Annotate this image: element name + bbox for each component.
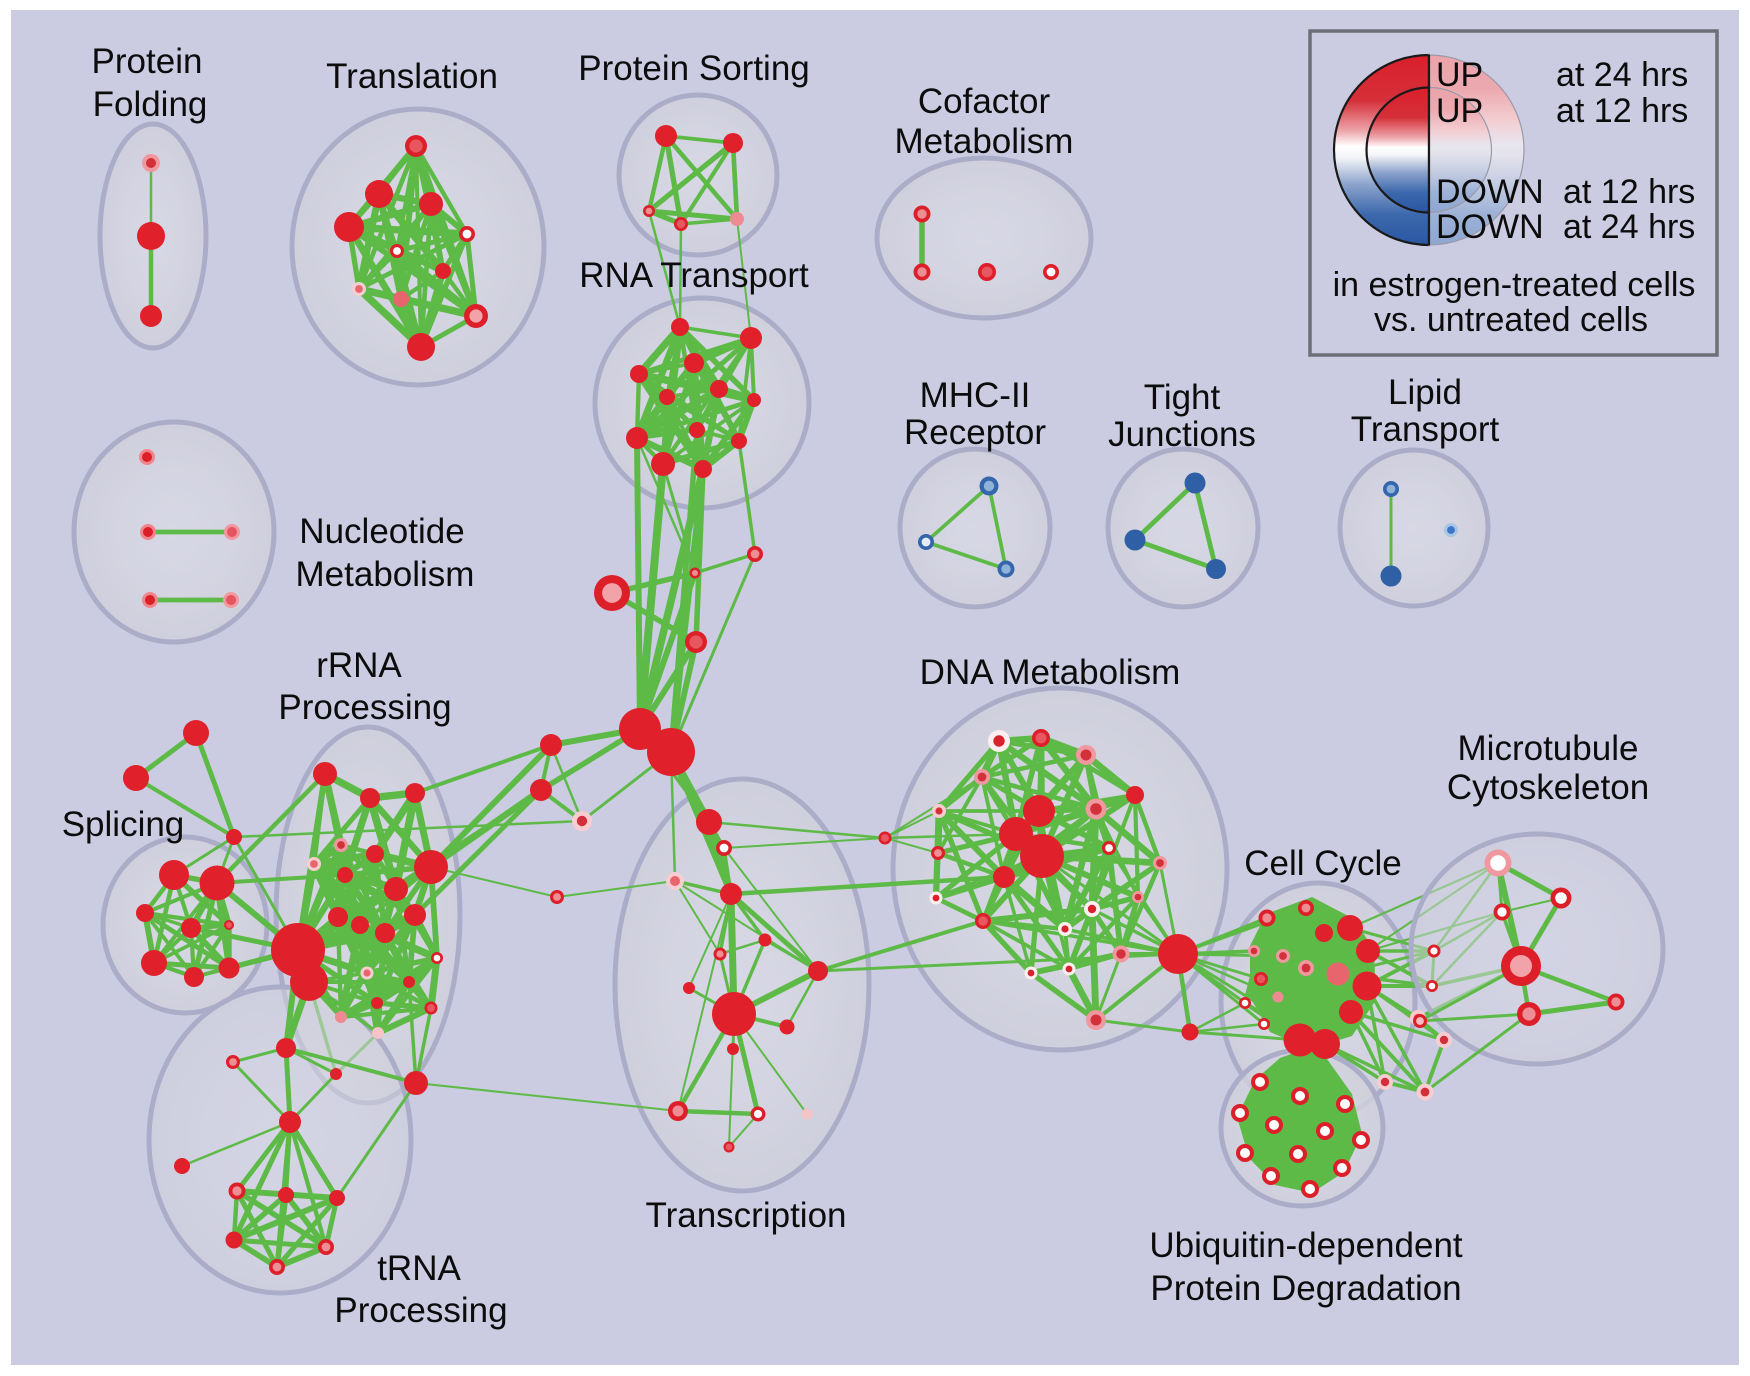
svg-text:DOWN: DOWN (1436, 208, 1544, 246)
svg-text:Receptor: Receptor (904, 413, 1046, 452)
svg-text:rRNA: rRNA (316, 646, 402, 685)
svg-text:at 24 hrs: at 24 hrs (1563, 208, 1695, 246)
svg-text:Nucleotide: Nucleotide (299, 512, 464, 551)
svg-text:Processing: Processing (334, 1291, 507, 1330)
svg-text:UP: UP (1436, 56, 1483, 94)
svg-text:DNA Metabolism: DNA Metabolism (920, 653, 1181, 692)
svg-text:Junctions: Junctions (1108, 415, 1256, 454)
svg-text:in estrogen-treated cells: in estrogen-treated cells (1333, 266, 1696, 304)
svg-text:Protein: Protein (92, 42, 203, 81)
svg-text:Microtubule: Microtubule (1458, 729, 1639, 768)
svg-text:Metabolism: Metabolism (296, 555, 475, 594)
svg-text:Protein Sorting: Protein Sorting (578, 49, 810, 88)
svg-text:Cell Cycle: Cell Cycle (1244, 844, 1402, 883)
svg-text:MHC-II: MHC-II (920, 376, 1031, 415)
svg-text:Transport: Transport (1351, 410, 1500, 449)
svg-text:Folding: Folding (93, 85, 208, 124)
svg-text:Ubiquitin-dependent: Ubiquitin-dependent (1149, 1226, 1463, 1265)
svg-text:Protein Degradation: Protein Degradation (1150, 1269, 1461, 1308)
svg-text:Translation: Translation (326, 57, 498, 96)
svg-text:Tight: Tight (1144, 378, 1221, 417)
svg-text:Processing: Processing (278, 688, 451, 727)
svg-text:RNA Transport: RNA Transport (579, 256, 809, 295)
svg-text:Metabolism: Metabolism (895, 122, 1074, 161)
svg-text:Splicing: Splicing (62, 805, 185, 844)
svg-text:Cytoskeleton: Cytoskeleton (1447, 768, 1649, 807)
svg-text:Transcription: Transcription (646, 1196, 847, 1235)
svg-text:UP: UP (1436, 92, 1483, 130)
svg-text:at 12 hrs: at 12 hrs (1556, 92, 1688, 130)
svg-text:Lipid: Lipid (1388, 373, 1462, 412)
svg-text:tRNA: tRNA (377, 1249, 461, 1288)
svg-text:Cofactor: Cofactor (918, 82, 1051, 121)
svg-text:DOWN: DOWN (1436, 173, 1544, 211)
svg-text:vs. untreated cells: vs. untreated cells (1374, 301, 1648, 339)
svg-text:at 12 hrs: at 12 hrs (1563, 173, 1695, 211)
svg-text:at 24 hrs: at 24 hrs (1556, 56, 1688, 94)
